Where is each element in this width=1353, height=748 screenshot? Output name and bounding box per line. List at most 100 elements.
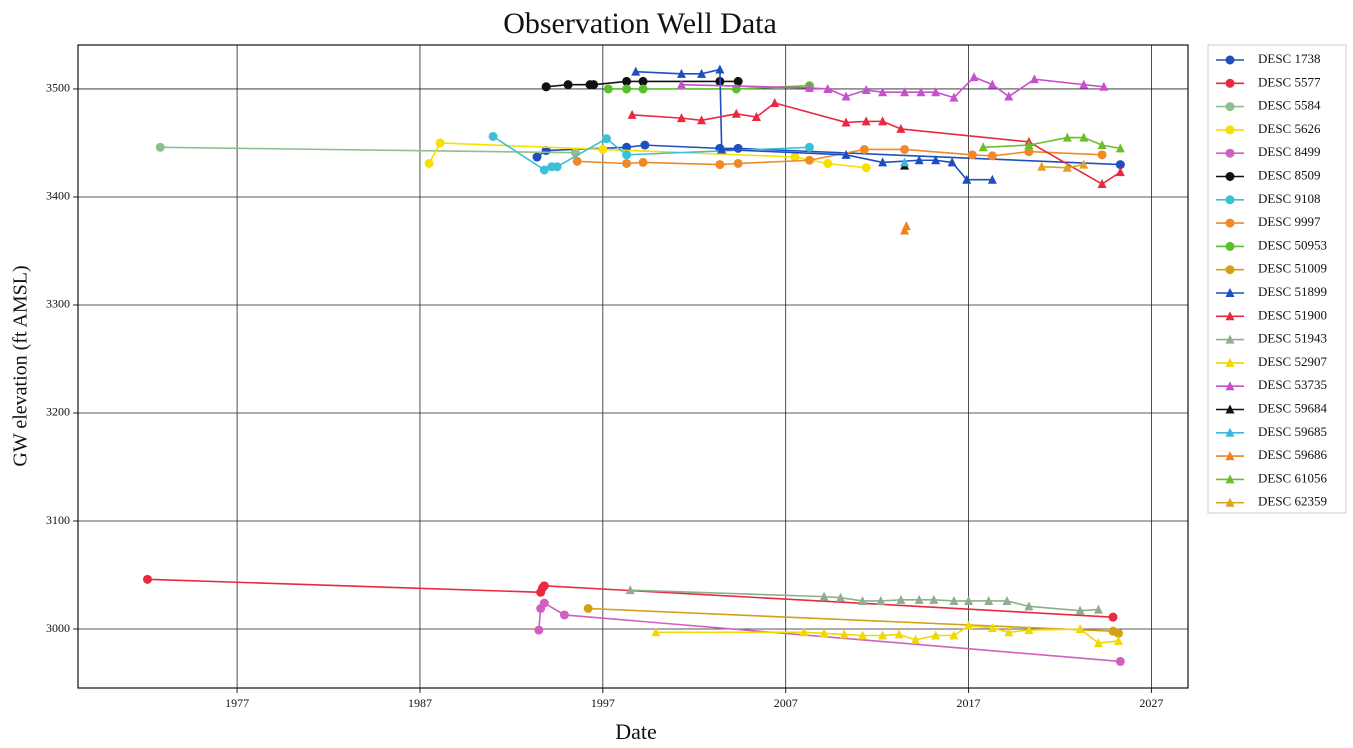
series-line <box>538 602 1121 663</box>
marker <box>627 109 637 119</box>
marker <box>878 116 888 126</box>
marker <box>1079 132 1089 142</box>
marker <box>987 622 997 632</box>
marker <box>733 143 743 153</box>
marker <box>987 79 997 89</box>
marker <box>770 98 780 108</box>
marker <box>964 595 974 605</box>
series-line <box>1041 163 1084 169</box>
marker <box>1114 628 1124 638</box>
marker <box>839 629 849 639</box>
marker <box>799 627 809 637</box>
x-tick-label: 2017 <box>957 696 981 710</box>
legend-label: DESC 9997 <box>1258 214 1321 229</box>
legend-label: DESC 50953 <box>1258 237 1327 252</box>
marker <box>1099 81 1109 91</box>
marker <box>949 630 959 640</box>
marker <box>1225 451 1235 461</box>
marker <box>534 625 544 635</box>
marker <box>640 140 650 150</box>
marker <box>601 134 611 144</box>
marker <box>1225 404 1235 414</box>
legend-label: DESC 59684 <box>1258 400 1327 415</box>
legend-label: DESC 5626 <box>1258 121 1321 136</box>
marker <box>819 628 829 638</box>
marker <box>1225 334 1235 344</box>
legend-label: DESC 9108 <box>1258 191 1320 206</box>
marker <box>715 160 725 170</box>
marker <box>1225 381 1235 391</box>
legend: DESC 1738 DESC 5577 DESC 5584 DESC 5626 DESC… <box>1216 51 1327 509</box>
marker <box>876 595 886 605</box>
marker <box>1093 604 1103 614</box>
marker <box>583 604 593 614</box>
marker <box>823 158 833 168</box>
marker <box>1062 132 1072 142</box>
marker <box>1225 148 1235 158</box>
marker <box>552 162 562 172</box>
marker <box>638 76 648 86</box>
series-line <box>632 102 1121 185</box>
marker <box>589 80 599 90</box>
marker <box>733 76 743 86</box>
marker <box>819 591 829 601</box>
marker <box>804 142 814 152</box>
x-axis-label: Date <box>615 719 657 744</box>
marker <box>857 630 867 640</box>
x-tick-label: 2007 <box>774 696 798 710</box>
legend-label: DESC 53735 <box>1258 377 1327 392</box>
marker <box>901 221 911 231</box>
x-tick-label: 1977 <box>225 696 249 710</box>
x-tick-label: 1997 <box>591 696 615 710</box>
marker <box>964 620 974 630</box>
marker <box>142 574 152 584</box>
marker <box>1115 160 1125 170</box>
marker <box>896 123 906 133</box>
marker <box>861 85 871 95</box>
y-tick-label: 3100 <box>46 513 70 527</box>
marker <box>1225 78 1235 88</box>
marker <box>984 595 994 605</box>
marker <box>622 84 632 94</box>
marker <box>731 108 741 118</box>
marker <box>651 627 661 637</box>
marker <box>841 149 851 159</box>
legend-label: DESC 59686 <box>1258 447 1327 462</box>
y-axis-label: GW elevation (ft AMSL) <box>10 265 32 466</box>
marker <box>539 598 549 608</box>
y-tick-label: 3200 <box>46 405 70 419</box>
marker <box>1024 140 1034 150</box>
marker <box>1004 627 1014 637</box>
marker <box>1097 179 1107 189</box>
legend-label: DESC 62359 <box>1258 494 1327 509</box>
marker <box>1004 91 1014 101</box>
marker <box>900 87 910 97</box>
marker <box>598 144 608 154</box>
marker <box>1115 656 1125 666</box>
marker <box>804 155 814 165</box>
x-tick-label: 1987 <box>408 696 432 710</box>
marker <box>962 174 972 184</box>
marker <box>790 152 800 162</box>
plot-area: 1977 1987 1997 2007 2017 2027 3000 3100 3200 3300… <box>46 45 1188 710</box>
legend-label: DESC 1738 <box>1258 51 1320 66</box>
marker <box>1225 218 1235 228</box>
marker <box>1225 311 1235 321</box>
marker <box>733 158 743 168</box>
marker <box>631 66 641 76</box>
legend-label: DESC 59685 <box>1258 424 1327 439</box>
marker <box>911 634 921 644</box>
marker <box>638 157 648 167</box>
marker <box>900 144 910 154</box>
series-line <box>681 76 1104 99</box>
series-line <box>160 146 576 154</box>
y-tick-label: 3500 <box>46 81 70 95</box>
marker <box>676 113 686 123</box>
marker <box>697 68 707 78</box>
marker <box>1225 357 1235 367</box>
marker <box>1108 612 1118 622</box>
marker <box>563 80 573 90</box>
marker <box>622 150 632 160</box>
y-tick-label: 3400 <box>46 189 70 203</box>
